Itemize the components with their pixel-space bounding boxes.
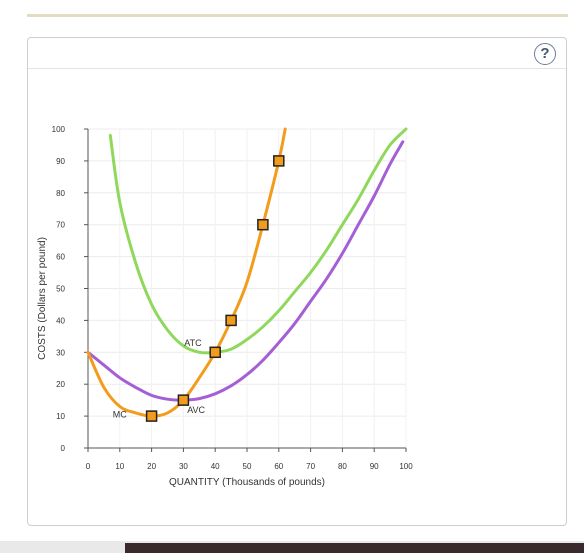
curve-mc <box>86 127 287 418</box>
graph-panel: ? <box>27 37 567 526</box>
y-tick-label: 20 <box>56 380 65 389</box>
x-tick-label: 30 <box>179 462 188 471</box>
bottom-bar <box>0 541 584 553</box>
curve-label-avc: AVC <box>187 405 205 415</box>
curve-label-atc: ATC <box>184 338 202 348</box>
x-tick-label: 10 <box>115 462 124 471</box>
y-tick-label: 80 <box>56 189 65 198</box>
x-tick-label: 20 <box>147 462 156 471</box>
y-axis-title: COSTS (Dollars per pound) <box>37 237 48 360</box>
y-tick-label: 0 <box>61 444 66 453</box>
mc-point-marker <box>257 218 269 231</box>
mc-point-marker <box>177 394 190 406</box>
taskbar-strip <box>125 543 584 553</box>
top-divider <box>27 14 568 17</box>
x-tick-label: 90 <box>370 462 379 471</box>
mc-point-marker <box>209 346 221 359</box>
y-tick-label: 10 <box>56 412 65 421</box>
x-tick-label: 80 <box>338 462 347 471</box>
x-tick-label: 70 <box>306 462 315 471</box>
y-tick-label: 70 <box>56 221 65 230</box>
x-tick-label: 0 <box>86 462 91 471</box>
y-tick-label: 30 <box>56 348 65 357</box>
question-mark-icon[interactable]: ? <box>534 43 556 65</box>
mc-point-marker <box>225 314 237 327</box>
y-tick-label: 100 <box>52 125 66 134</box>
mc-point-marker <box>273 155 285 167</box>
y-tick-label: 60 <box>56 253 65 262</box>
x-axis-title: QUANTITY (Thousands of pounds) <box>169 477 325 488</box>
panel-header: ? <box>28 38 566 69</box>
x-tick-label: 100 <box>399 462 413 471</box>
y-tick-label: 40 <box>56 316 65 325</box>
y-tick-label: 50 <box>56 285 65 294</box>
y-tick-label: 90 <box>56 157 65 166</box>
x-tick-label: 60 <box>274 462 283 471</box>
curve-avc <box>86 140 405 402</box>
x-tick-label: 40 <box>211 462 220 471</box>
x-tick-label: 50 <box>243 462 252 471</box>
curve-atc <box>108 127 408 355</box>
curve-label-mc: MC <box>113 410 127 420</box>
mc-point-marker <box>145 410 158 422</box>
